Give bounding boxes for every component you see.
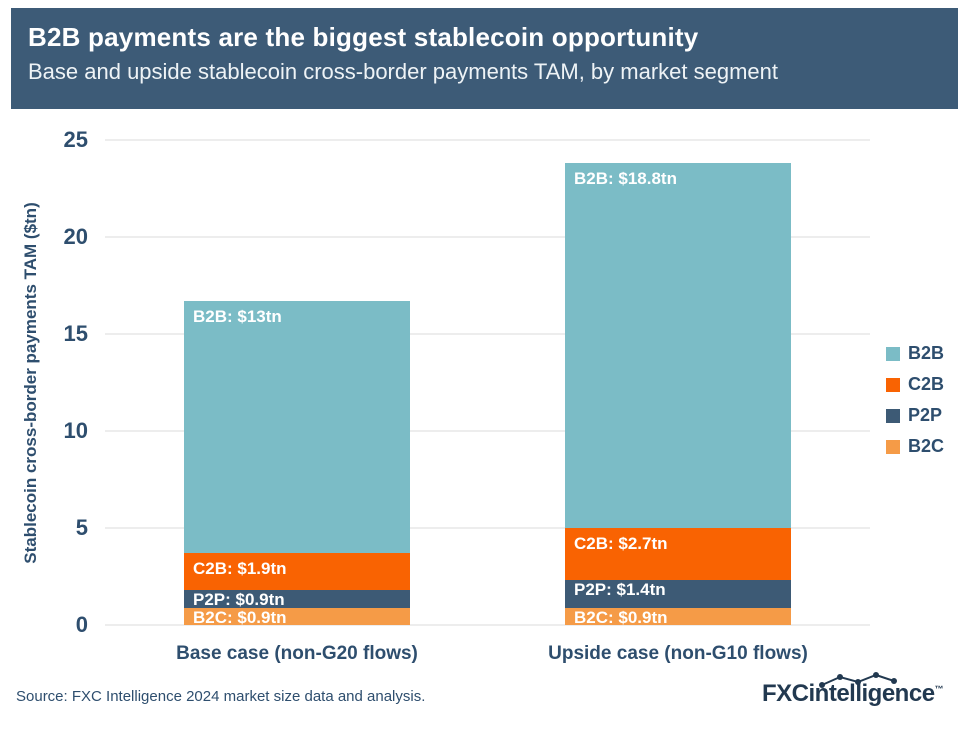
- y-tick-0: 0: [75, 612, 88, 637]
- gridline-5: [105, 527, 870, 529]
- bar-segment-label: P2P: $1.4tn: [574, 580, 666, 600]
- logo-text-intelligence: intelligence: [808, 680, 936, 707]
- legend-label: C2B: [908, 374, 945, 394]
- legend-swatch-b2c: [886, 439, 900, 454]
- bar-segment-p2p: P2P: $1.4tn: [565, 580, 791, 608]
- bar-segment-b2c: B2C: $0.9tn: [184, 607, 410, 627]
- y-tick-5: 5: [75, 515, 88, 540]
- gridline-20: [105, 236, 870, 238]
- logo-trademark: ™: [934, 684, 944, 694]
- bar-segment-label: B2C: $0.9tn: [193, 607, 287, 627]
- bar-segment-label: C2B: $2.7tn: [574, 534, 668, 553]
- legend-item-b2b: B2B: [886, 338, 944, 369]
- bar-segment-b2c: B2C: $0.9tn: [565, 607, 791, 627]
- gridline-0: [105, 624, 870, 626]
- logo-text-fxc: FXC: [762, 680, 809, 707]
- bar-segment-label: B2B: $13tn: [193, 307, 282, 327]
- bar-segment-label: B2C: $0.9tn: [574, 607, 668, 627]
- legend-label: P2P: [908, 405, 943, 425]
- legend: B2B C2B P2P B2C: [886, 338, 944, 462]
- chart-title: B2B payments are the biggest stablecoin …: [28, 22, 699, 52]
- fxc-intelligence-logo: FXCintelligence™: [762, 672, 944, 708]
- gridline-15: [105, 333, 870, 335]
- bar-segment-label: C2B: $1.9tn: [193, 559, 287, 579]
- legend-item-c2b: C2B: [886, 369, 944, 400]
- bar-segment-label: B2B: $18.8tn: [574, 169, 677, 189]
- legend-swatch-p2p: [886, 408, 900, 423]
- bar-segment-label: P2P: $0.9tn: [193, 590, 285, 610]
- gridline-25: [105, 139, 870, 141]
- bar-segment-c2b: C2B: $2.7tn: [565, 528, 791, 581]
- y-tick-25: 25: [63, 127, 88, 152]
- header-banner: B2B payments are the biggest stablecoin …: [11, 8, 958, 109]
- bar-segment-b2b: B2B: $18.8tn: [565, 163, 791, 528]
- bar-segment-p2p: P2P: $0.9tn: [184, 590, 410, 610]
- y-axis-label: Stablecoin cross-border payments TAM ($t…: [21, 202, 40, 564]
- bar-segment-b2b: B2B: $13tn: [184, 301, 410, 554]
- legend-item-b2c: B2C: [886, 431, 944, 462]
- legend-item-p2p: P2P: [886, 400, 944, 431]
- legend-label: B2B: [908, 343, 945, 363]
- legend-label: B2C: [908, 436, 945, 456]
- legend-swatch-b2b: [886, 346, 900, 361]
- x-category-label: Base case (non-G20 flows): [176, 643, 418, 664]
- gridline-10: [105, 430, 870, 432]
- x-category-label: Upside case (non-G10 flows): [548, 643, 808, 664]
- y-tick-10: 10: [63, 418, 88, 443]
- source-note: Source: FXC Intelligence 2024 market siz…: [16, 688, 426, 705]
- y-tick-15: 15: [63, 321, 88, 346]
- bar-segment-c2b: C2B: $1.9tn: [184, 553, 410, 591]
- chart-subtitle: Base and upside stablecoin cross-border …: [28, 59, 778, 84]
- y-tick-20: 20: [63, 224, 88, 249]
- logo-sparkline-icon: [819, 672, 897, 688]
- legend-swatch-c2b: [886, 377, 900, 392]
